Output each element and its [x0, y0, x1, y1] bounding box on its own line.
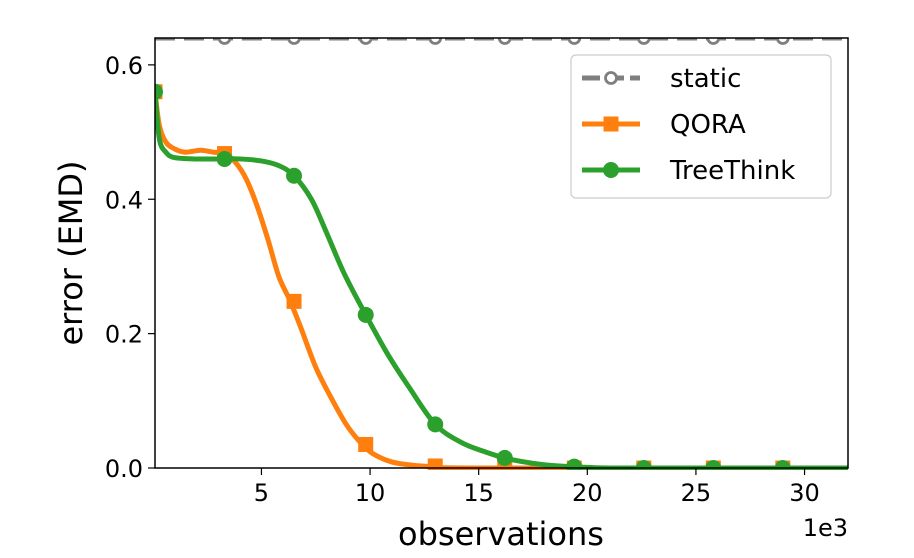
x-tick-label-3: 20	[572, 479, 603, 507]
treethink-marker-4	[427, 416, 444, 433]
plot-frame	[154, 37, 849, 469]
static-marker-2	[358, 38, 373, 45]
treethink-marker-2	[286, 167, 303, 184]
x-ticks: 5 10 15 20 25 30	[254, 468, 820, 507]
static-marker-6	[636, 38, 651, 45]
legend-marker-treethink	[603, 162, 619, 178]
static-marker-8	[775, 38, 790, 45]
qora-marker-3	[358, 436, 374, 452]
x-tick-label-0: 5	[254, 479, 269, 507]
qora-marker-4	[427, 458, 443, 470]
y-axis-label: error (EMD)	[52, 160, 90, 345]
legend-item-qora: QORA	[582, 110, 746, 140]
x-tick-label-1: 10	[355, 479, 386, 507]
static-marker-0	[217, 38, 232, 45]
treethink-line	[155, 89, 848, 470]
treethink-marker-3	[357, 306, 374, 323]
legend-frame	[570, 54, 832, 199]
static-marker-4	[497, 38, 512, 45]
legend-marker-static	[604, 71, 618, 85]
static-marker-5	[567, 38, 582, 45]
x-offset-label: 1e3	[803, 514, 848, 542]
y-tick-label-2: 0.4	[105, 186, 143, 214]
static-marker-7	[706, 38, 721, 45]
static-marker-1	[287, 38, 301, 45]
y-tick-label-0: 0.0	[105, 455, 143, 483]
legend-item-static: static	[582, 64, 741, 94]
x-tick-label-5: 30	[789, 479, 820, 507]
qora-marker-2	[286, 293, 302, 309]
treethink-marker-1	[216, 150, 233, 167]
treethink-marker-6	[566, 458, 583, 470]
x-tick-label-2: 15	[463, 479, 494, 507]
series-static	[155, 38, 848, 45]
y-tick-label-1: 0.2	[105, 321, 143, 349]
legend-label-treethink: TreeThink	[669, 156, 795, 186]
series-layer	[155, 38, 848, 470]
static-marker-3	[428, 38, 443, 45]
legend: static QORA TreeThink	[570, 54, 832, 199]
legend-item-treethink: TreeThink	[582, 156, 795, 186]
y-ticks: 0.0 0.2 0.4 0.6	[105, 52, 155, 483]
treethink-marker-5	[496, 449, 513, 466]
legend-label-qora: QORA	[670, 110, 746, 140]
x-tick-label-4: 25	[681, 479, 712, 507]
series-treethink	[155, 83, 848, 470]
x-axis-label: observations	[398, 515, 604, 553]
legend-marker-qora	[603, 116, 619, 132]
treethink-marker-0	[155, 83, 163, 100]
y-tick-label-3: 0.6	[105, 52, 143, 80]
legend-label-static: static	[670, 64, 741, 94]
